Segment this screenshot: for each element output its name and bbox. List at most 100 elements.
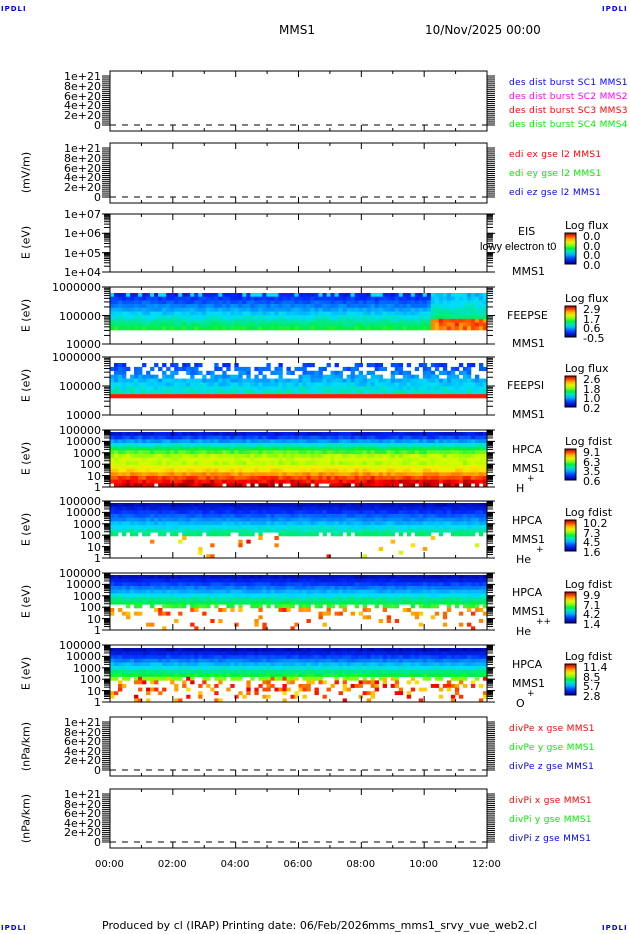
spectrogram-cell (206, 521, 211, 526)
spectrogram-cell (442, 465, 448, 469)
spectrogram-cell (190, 600, 195, 605)
spectrogram-cell (110, 386, 115, 391)
spectrogram-cell (318, 432, 323, 436)
spectrogram-cell (194, 589, 199, 594)
spectrogram-cell (162, 468, 167, 473)
spectrogram-cell (418, 394, 424, 399)
spectrogram-cell (402, 479, 408, 484)
spectrogram-cell (402, 382, 408, 387)
spectrogram-cell (166, 315, 171, 320)
spectrogram-cell (370, 446, 375, 451)
spectrogram-cell (282, 315, 287, 320)
spectrogram-cell (186, 446, 191, 451)
spectrogram-cell (190, 454, 195, 458)
spectrogram-cell (362, 318, 367, 323)
spectrogram-cell (286, 293, 291, 297)
spectrogram-cell (442, 435, 448, 440)
spectrogram-cell (206, 390, 211, 395)
spectrogram-cell (242, 575, 247, 579)
spectrogram-cell (110, 476, 115, 480)
spectrogram-cell (350, 370, 355, 375)
spectrogram-cell (218, 510, 223, 515)
spectrogram-cell (226, 503, 231, 507)
spectrogram-cell (410, 468, 416, 473)
spectrogram-cell (358, 528, 363, 533)
spectrogram-cell (190, 457, 195, 462)
spectrogram-cell (218, 446, 223, 451)
spectrogram-cell (170, 472, 175, 477)
spectrogram-cell (478, 304, 484, 309)
spectrogram-cell (238, 386, 243, 391)
spectrogram-cell (478, 300, 484, 305)
spectrogram-cell (286, 390, 291, 395)
spectrogram-cell (122, 439, 127, 444)
spectrogram-cell (370, 293, 375, 297)
spectrogram-cell (326, 390, 331, 395)
spectrogram-cell (458, 479, 464, 484)
spectrogram-cell (134, 525, 139, 529)
spectrogram-cell (126, 597, 131, 601)
spectrogram-cell (150, 300, 155, 305)
spectrogram-cell (250, 386, 255, 391)
spectrogram-cell (386, 450, 392, 455)
spectrogram-cell (458, 465, 464, 469)
spectrogram-cell (426, 450, 432, 455)
spectrogram-cell (478, 446, 484, 451)
spectrogram-cell (198, 547, 203, 551)
spectrogram-cell (134, 597, 139, 601)
spectrogram-cell (338, 382, 343, 387)
spectrogram-cell (434, 454, 440, 458)
spectrogram-cell (114, 293, 119, 297)
spectrogram-cell (398, 315, 404, 320)
spectrogram-cell (246, 382, 251, 387)
spectrogram-cell (142, 363, 147, 368)
legend-entry: divPe x gse MMS1 (509, 724, 595, 734)
spectrogram-cell (234, 311, 239, 316)
spectrogram-cell (206, 311, 211, 316)
spectrogram-cell (262, 311, 267, 316)
spectrogram-cell (134, 510, 139, 515)
spectrogram-cell (186, 600, 191, 605)
spectrogram-cell (458, 450, 464, 455)
spectrogram-cell (434, 443, 440, 447)
spectrogram-cell (438, 296, 444, 301)
spectrogram-cell (314, 528, 319, 533)
spectrogram-cell (298, 296, 303, 301)
spectrogram-cell (238, 608, 243, 612)
y-tick-label: 6e+20 (64, 89, 101, 103)
spectrogram-cell (114, 472, 119, 477)
spectrogram-cell (402, 394, 408, 399)
spectrogram-cell (482, 390, 488, 395)
spectrogram-cell (182, 578, 187, 583)
spectrogram-cell (174, 510, 179, 515)
spectrogram-cell (150, 378, 155, 383)
spectrogram-cell (118, 443, 123, 447)
spectrogram-cell (182, 575, 187, 579)
spectrogram-cell (298, 374, 303, 379)
spectrogram-cell (210, 472, 215, 477)
spectrogram-cell (202, 593, 207, 598)
spectrogram-cell (138, 394, 143, 399)
spectrogram-cell (198, 461, 203, 466)
spectrogram-cell (290, 503, 295, 507)
spectrogram-cell (382, 382, 388, 387)
spectrogram-cell (414, 296, 420, 301)
spectrogram-cell (242, 296, 247, 301)
spectrogram-cell (170, 597, 175, 601)
spectrogram-cell (446, 374, 452, 379)
spectrogram-cell (122, 370, 127, 375)
spectrogram-cell (334, 521, 339, 526)
spectrogram-cell (146, 311, 151, 316)
spectrogram-cell (254, 503, 259, 507)
spectrogram-cell (154, 322, 159, 327)
spectrogram-cell (294, 506, 299, 511)
spectrogram-cell (374, 483, 380, 488)
spectrogram-cell (206, 322, 211, 327)
spectrogram-cell (182, 443, 187, 447)
spectrogram-cell (250, 450, 255, 455)
spectrogram-cell (158, 582, 163, 587)
spectrogram-cell (170, 374, 175, 379)
spectrogram-cell (398, 454, 404, 458)
spectrogram-cell (246, 374, 251, 379)
spectrogram-cell (402, 450, 408, 455)
